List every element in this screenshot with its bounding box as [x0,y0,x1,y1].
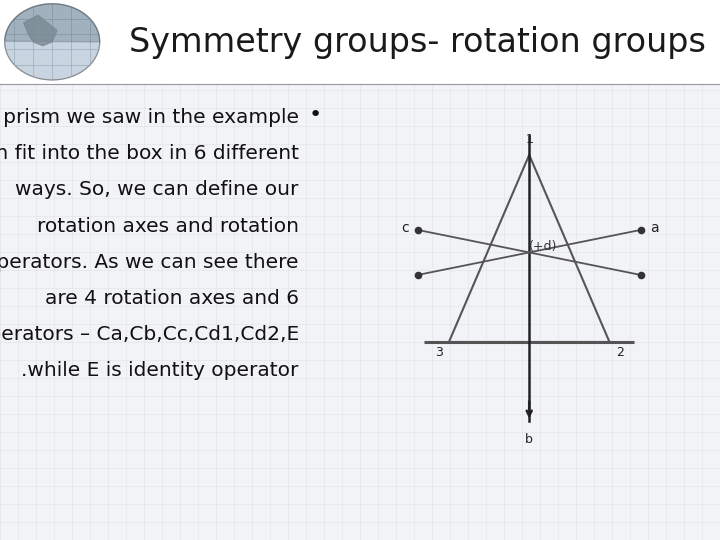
Text: a: a [650,221,659,235]
Point [412,271,423,279]
Text: Symmetry groups- rotation groups: Symmetry groups- rotation groups [129,25,706,59]
Text: .while E is identity operator: .while E is identity operator [22,361,299,380]
Text: The prism we saw in the example: The prism we saw in the example [0,108,299,127]
Text: operators – Ca,Cb,Cc,Cd1,Cd2,E: operators – Ca,Cb,Cc,Cd1,Cd2,E [0,325,299,344]
Text: ways. So, we can define our: ways. So, we can define our [15,180,299,199]
Point [635,226,647,234]
Polygon shape [5,4,99,42]
Text: 1: 1 [526,132,533,145]
Polygon shape [24,15,57,46]
Text: c: c [401,221,408,235]
Text: 2: 2 [616,346,624,359]
Point [412,226,423,234]
Text: can fit into the box in 6 different: can fit into the box in 6 different [0,144,299,163]
Text: rotation axes and rotation: rotation axes and rotation [37,217,299,235]
Text: operators. As we can see there: operators. As we can see there [0,253,299,272]
Polygon shape [5,4,99,80]
Text: (+d): (+d) [529,240,557,253]
Text: 3: 3 [435,346,443,359]
Text: •: • [308,105,321,125]
Text: b: b [526,433,533,446]
Text: are 4 rotation axes and 6: are 4 rotation axes and 6 [45,289,299,308]
Point [635,271,647,279]
